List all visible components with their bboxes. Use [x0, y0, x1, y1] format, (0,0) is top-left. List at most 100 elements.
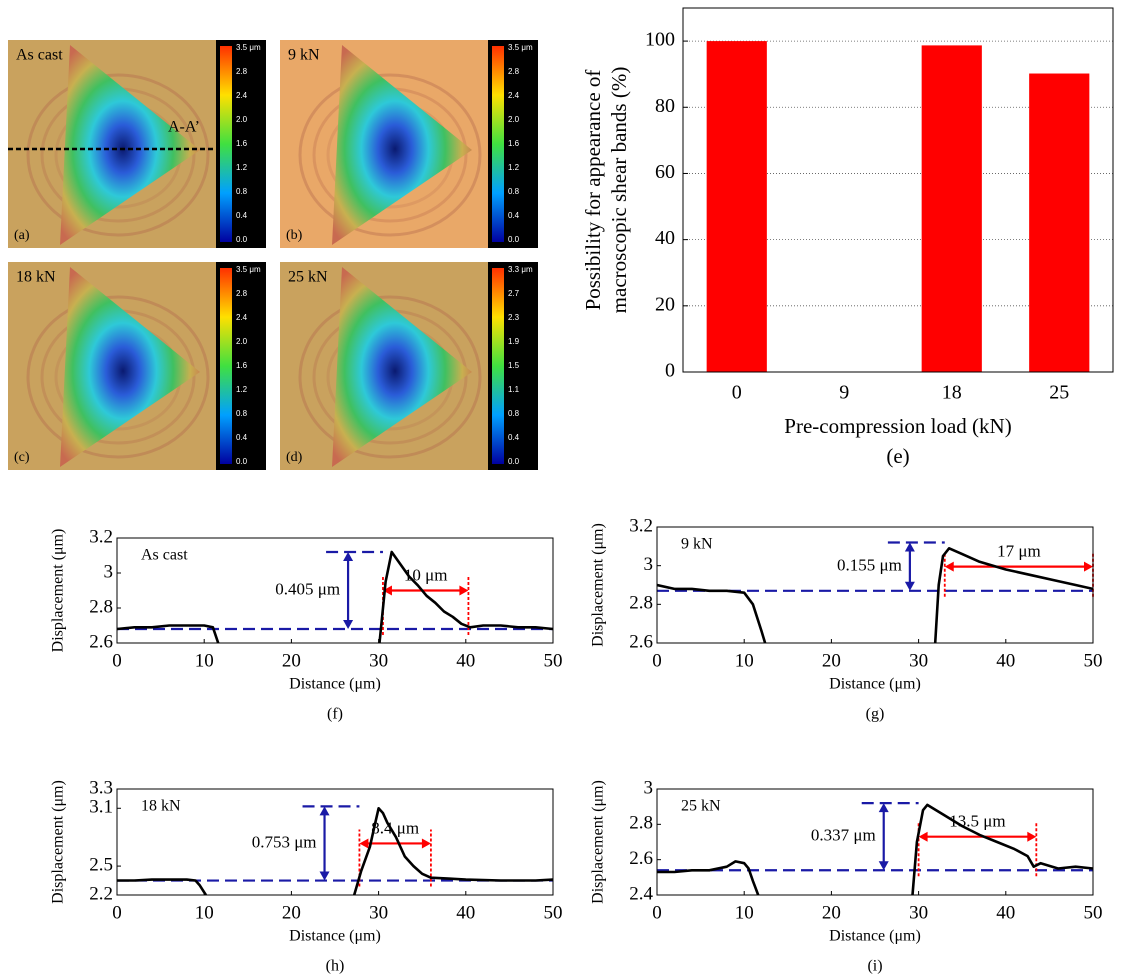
- span-label: 13.5 μm: [949, 812, 1005, 831]
- colorbar-label: 0.4: [236, 433, 248, 442]
- x-tick-label: 18: [942, 382, 962, 404]
- colorbar-label: 2.3: [508, 313, 520, 322]
- image-label: 25 kN: [288, 269, 328, 286]
- image-panel: 3.5 μm 2.8 2.4 2.0 1.6 1.2 0.8 0.4 0.0 As cast (a)…: [8, 40, 266, 248]
- y-tick-label: 20: [655, 293, 675, 315]
- x-tick-label: 25: [1049, 382, 1069, 404]
- x-tick-label: 20: [282, 902, 301, 923]
- colorbar-label: 2.8: [236, 289, 248, 298]
- arrow-head: [319, 871, 330, 881]
- colorbar-label: 3.5 μm: [508, 43, 533, 52]
- colorbar-label: 2.0: [236, 337, 248, 346]
- x-tick-label: 40: [456, 650, 475, 671]
- arrow-head: [319, 806, 330, 816]
- y-tick-label: 2.6: [629, 631, 653, 652]
- colorbar-label: 1.6: [508, 139, 520, 148]
- x-tick-label: 20: [822, 650, 841, 671]
- y-tick-label: 3.3: [89, 777, 113, 798]
- colorbar: [220, 268, 232, 464]
- subtitle: (g): [866, 706, 885, 723]
- arrow-head: [421, 838, 431, 849]
- section-label: A-A’: [168, 119, 200, 136]
- y-tick-label: 3.2: [89, 526, 113, 547]
- bar: [1029, 73, 1090, 373]
- arrow-head: [1084, 561, 1093, 572]
- colorbar-label: 0.8: [236, 409, 248, 418]
- x-axis-label: Distance (μm): [289, 928, 381, 945]
- x-tick-label: 40: [456, 902, 475, 923]
- profile-line: [657, 547, 1093, 643]
- colorbar-label: 2.4: [236, 91, 248, 100]
- arrow-head: [359, 838, 369, 849]
- x-tick-label: 30: [909, 650, 928, 671]
- colorbar-label: 2.4: [508, 91, 520, 100]
- y-tick-label: 2.8: [629, 813, 653, 834]
- height-label: 0.155 μm: [837, 556, 902, 575]
- span-label: 8.4 μm: [371, 818, 419, 837]
- x-tick-label: 10: [735, 650, 754, 671]
- arrow-head: [878, 861, 889, 871]
- y-tick-label: 100: [645, 29, 675, 51]
- colorbar: [492, 46, 504, 242]
- span-label: 10 μm: [404, 565, 448, 584]
- y-axis-label: Displacement (μm): [590, 780, 607, 904]
- y-axis-label: Displacement (μm): [590, 523, 607, 647]
- y-tick-label: 60: [655, 161, 675, 183]
- panel-label: (b): [286, 228, 303, 243]
- y-tick-label: 80: [655, 95, 675, 117]
- panel-label: (c): [14, 450, 30, 465]
- x-tick-label: 40: [996, 650, 1015, 671]
- colorbar-label: 2.0: [508, 115, 520, 124]
- subtitle: (f): [327, 706, 343, 723]
- pile-up-ring: [298, 295, 482, 459]
- arrow-head: [343, 620, 354, 629]
- colorbar-label: 2.7: [508, 289, 520, 298]
- sample-label: 18 kN: [141, 798, 181, 815]
- pile-up-ring: [26, 295, 210, 459]
- colorbar-label: 3.3 μm: [508, 265, 533, 274]
- colorbar: [492, 268, 504, 464]
- plot-frame: [682, 7, 1114, 373]
- y-tick-label: 3: [644, 554, 654, 575]
- x-tick-label: 0: [652, 650, 662, 671]
- x-tick-label: 0: [112, 902, 122, 923]
- sample-label: 9 kN: [681, 536, 713, 553]
- image-panel: 3.5 μm 2.8 2.4 2.0 1.6 1.2 0.8 0.4 0.0 18 kN (c): [8, 262, 266, 470]
- colorbar-label: 0.0: [236, 235, 248, 244]
- y-tick-label: 0: [665, 360, 675, 382]
- height-label: 0.753 μm: [252, 832, 317, 851]
- x-tick-label: 10: [195, 902, 214, 923]
- colorbar-label: 1.2: [236, 163, 248, 172]
- colorbar-label: 0.0: [236, 457, 248, 466]
- x-axis-label: Distance (μm): [829, 928, 921, 945]
- x-tick-label: 10: [735, 902, 754, 923]
- y-tick-label: 2.2: [89, 883, 113, 904]
- colorbar-label: 1.9: [508, 337, 520, 346]
- x-tick-label: 50: [544, 902, 563, 923]
- colorbar-label: 0.0: [508, 235, 520, 244]
- y-tick-label: 2.6: [629, 848, 653, 869]
- indent: [60, 45, 200, 245]
- x-tick-label: 50: [1084, 650, 1103, 671]
- colorbar-label: 3.5 μm: [236, 265, 261, 274]
- arrow-head: [918, 831, 928, 842]
- arrow-head: [904, 542, 915, 552]
- colorbar-label: 1.5: [508, 361, 520, 370]
- y-tick-label: 3: [644, 777, 654, 798]
- sample-label: 25 kN: [681, 798, 721, 815]
- y-tick-label: 3.2: [629, 515, 653, 536]
- colorbar-label: 1.6: [236, 139, 248, 148]
- x-tick-label: 0: [112, 650, 122, 671]
- indent: [60, 267, 200, 467]
- arrow-head: [343, 552, 354, 561]
- colorbar-label: 3.5 μm: [236, 43, 261, 52]
- x-tick-label: 40: [996, 902, 1015, 923]
- arrow-head: [904, 581, 915, 591]
- sample-label: As cast: [141, 547, 188, 564]
- y-axis-label: Possibility for appearance of: [581, 70, 605, 311]
- y-axis-label: Displacement (μm): [50, 529, 67, 653]
- arrow-head: [1027, 831, 1037, 842]
- x-tick-label: 0: [652, 902, 662, 923]
- arrow-head: [382, 585, 392, 596]
